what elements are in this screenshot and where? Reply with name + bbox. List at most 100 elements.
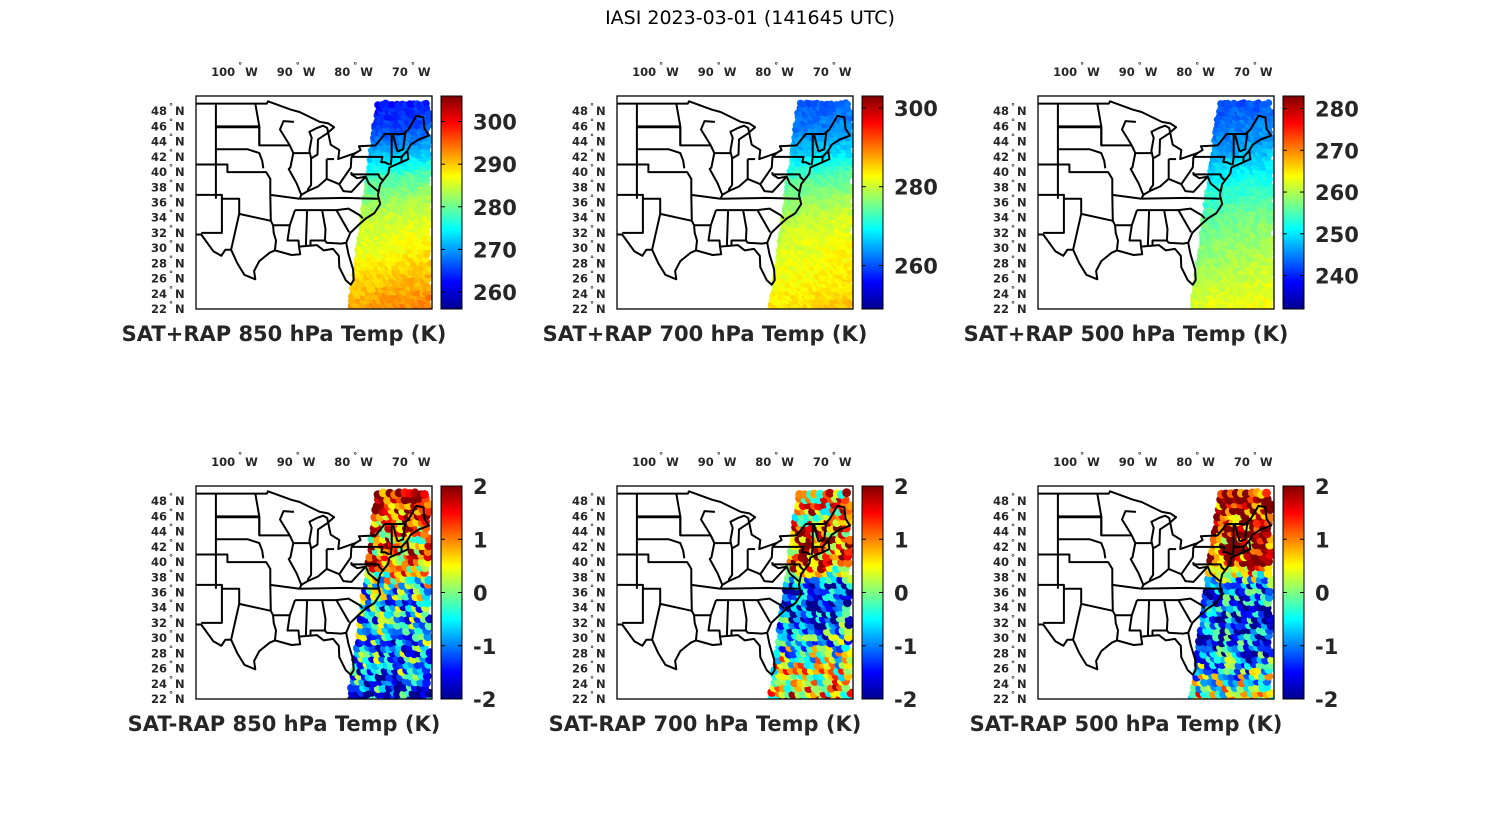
degree-symbol: ° [590,584,594,593]
colorbar [1282,95,1305,310]
lat-tick-hemi: N [1017,525,1027,539]
degree-symbol: ° [169,209,173,218]
degree-symbol: ° [590,270,594,279]
panel-title: SAT+RAP 850 hPa Temp (K) [122,322,447,346]
degree-symbol: ° [590,117,594,126]
swath-point [843,100,852,108]
lat-tick-hemi: N [175,692,185,706]
state-boundaries [617,490,852,676]
lat-tick-hemi: N [596,570,606,584]
state-boundary [700,120,715,146]
lat-tick-hemi: N [596,302,606,316]
state-boundary [675,493,682,536]
lat-tick-label: 48 [572,494,588,508]
degree-symbol: ° [1011,224,1015,233]
state-boundary [1242,540,1250,548]
lat-tick-hemi: N [596,272,606,286]
lat-tick-hemi: N [1017,104,1027,118]
state-boundary [1038,100,1273,286]
lat-tick-hemi: N [1017,555,1027,569]
colorbar-tick-label: 0 [473,582,488,606]
state-boundary [818,521,828,543]
degree-symbol: ° [1011,239,1015,248]
state-boundary [772,545,811,556]
lat-tick-hemi: N [1017,540,1027,554]
lat-tick-label: 44 [572,135,588,149]
state-boundary [730,209,748,246]
state-boundary [1239,521,1249,543]
map-panel-1: 100 ° W 90 ° W 80 ° W 70 ° W48 ° N46 ° N44 ° N42 ° N40 ° N38 °… [122,61,517,346]
lat-tick-label: 32 [151,616,167,630]
lat-tick-hemi: N [596,226,606,240]
state-boundary [727,158,734,192]
state-boundary [617,193,693,222]
lat-tick-hemi: N [596,211,606,225]
swath-points [1187,488,1274,699]
state-boundary [1111,610,1132,617]
lat-tick-hemi: N [596,165,606,179]
lat-tick-label: 26 [151,272,167,286]
colorbar-tick-label: 1 [894,528,909,552]
state-boundary [1057,538,1107,559]
degree-symbol: ° [1011,660,1015,669]
swath-point [825,488,835,498]
degree-symbol: ° [590,568,594,577]
swath-point [846,655,853,665]
lon-tick-label: 70 [1234,65,1250,79]
lat-tick-label: 48 [151,104,167,118]
state-boundary [1166,629,1188,635]
state-boundary [1177,209,1192,233]
lat-tick-hemi: N [1017,570,1027,584]
state-boundary [1148,158,1155,192]
swath-point [840,689,849,699]
state-boundary [651,603,662,640]
degree-symbol: ° [590,614,594,623]
degree-symbol: ° [169,270,173,279]
lat-tick-label: 46 [151,509,167,523]
swath-point [1240,649,1250,659]
state-boundary [617,163,721,200]
lat-tick-hemi: N [175,256,185,270]
lon-tick-hemi: W [303,455,316,469]
lat-tick-label: 36 [993,196,1009,210]
degree-symbol: ° [169,644,173,653]
lat-tick-label: 38 [993,570,1009,584]
swath-point [422,598,432,608]
state-boundary [196,583,272,612]
state-boundary [1242,150,1250,158]
lat-tick-hemi: N [175,241,185,255]
lon-tick-hemi: W [666,65,679,79]
swath-point [1200,677,1209,687]
lat-tick-hemi: N [1017,135,1027,149]
lat-tick-hemi: N [175,272,185,286]
degree-symbol: ° [590,660,594,669]
state-boundary [304,210,309,246]
lat-tick-label: 42 [993,540,1009,554]
lon-tick-hemi: W [724,65,737,79]
lat-tick-label: 24 [993,677,1009,691]
degree-symbol: ° [411,61,415,70]
degree-symbol: ° [169,133,173,142]
lat-tick-hemi: N [175,119,185,133]
lon-tick-label: 100 [632,455,656,469]
swath-point [815,489,825,499]
lon-tick-label: 70 [813,455,829,469]
lon-tick-hemi: W [839,65,852,79]
lat-tick-label: 32 [993,226,1009,240]
degree-symbol: ° [1011,285,1015,294]
state-boundary [771,172,805,182]
degree-symbol: ° [774,61,778,70]
lon-tick-label: 80 [334,455,350,469]
lat-tick-label: 44 [151,525,167,539]
degree-symbol: ° [590,523,594,532]
state-boundary [1038,163,1142,200]
state-boundary [326,546,353,576]
lat-tick-label: 26 [993,662,1009,676]
state-boundary [350,562,384,572]
state-boundary [756,209,771,233]
degree-symbol: ° [169,568,173,577]
state-boundary [215,538,265,559]
state-boundary [700,510,715,536]
lat-tick-label: 30 [993,631,1009,645]
lat-tick-hemi: N [1017,180,1027,194]
